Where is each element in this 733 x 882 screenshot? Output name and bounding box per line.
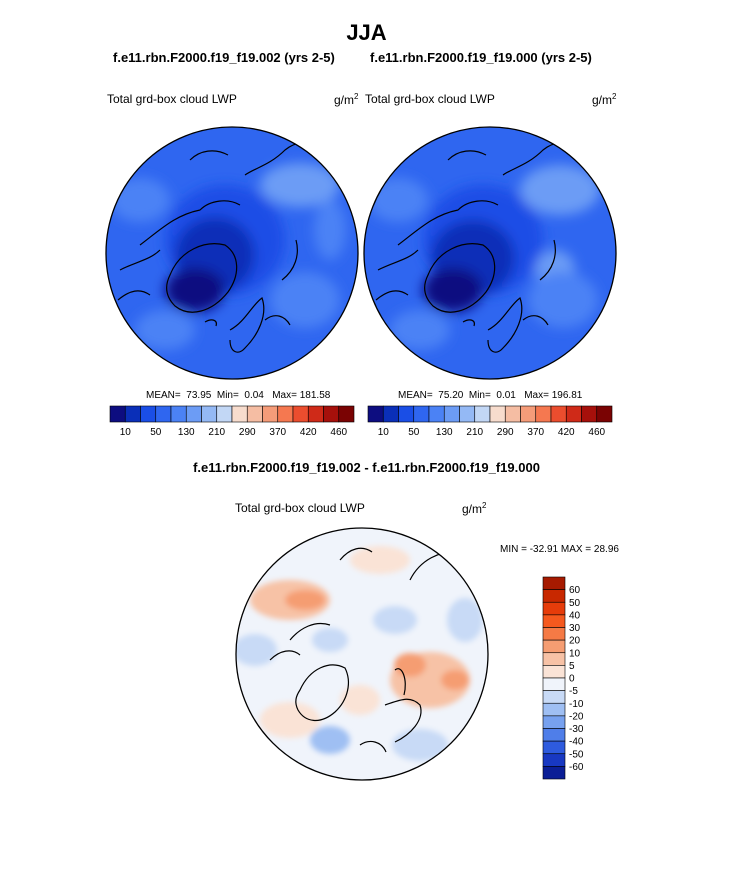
colorbar-swatch — [542, 601, 566, 616]
colorbar-swatch — [382, 405, 399, 423]
panel3-units: g/m2 — [462, 501, 487, 516]
colorbar-level-label: -30 — [569, 724, 584, 735]
colorbar-level-label: 20 — [569, 636, 581, 647]
colorbar-swatch — [216, 405, 233, 423]
panel2-units: g/m2 — [592, 92, 617, 107]
colorbar-tick-label: 50 — [408, 427, 420, 438]
colorbar-tick-label: 10 — [120, 427, 132, 438]
colorbar-swatch — [565, 405, 582, 423]
colorbar-swatch — [170, 405, 187, 423]
colorbar-level-label: -40 — [569, 737, 584, 748]
colorbar-swatch — [292, 405, 309, 423]
right-case-title: f.e11.rbn.F2000.f19_f19.000 (yrs 2-5) — [370, 50, 592, 65]
colorbar-tick-label: 130 — [178, 427, 195, 438]
colorbar-level-label: 5 — [569, 661, 575, 672]
colorbar-swatch — [413, 405, 430, 423]
colorbar-swatch — [520, 405, 537, 423]
colorbar-tick-label: 370 — [527, 427, 544, 438]
colorbar-swatch — [307, 405, 324, 423]
panel1-variable: Total grd-box cloud LWP — [107, 92, 237, 106]
figure-title: JJA — [346, 20, 387, 45]
colorbar-level-label: 40 — [569, 610, 581, 621]
colorbar-level-label: 30 — [569, 623, 581, 634]
colorbar-level-label: -10 — [569, 699, 584, 710]
colorbar-level-label: 50 — [569, 598, 581, 609]
colorbar-level-label: -50 — [569, 749, 584, 760]
colorbar-level-label: 60 — [569, 585, 581, 596]
colorbar-tick-label: 420 — [300, 427, 317, 438]
colorbar-tick-label: 460 — [588, 427, 605, 438]
colorbar-swatch — [140, 405, 157, 423]
colorbar-swatch — [443, 405, 460, 423]
colorbar-swatch — [185, 405, 202, 423]
colorbar-tick-label: 460 — [330, 427, 347, 438]
colorbar-level-label: -20 — [569, 711, 584, 722]
colorbar-swatch — [542, 576, 566, 590]
panel1-units: g/m2 — [334, 92, 359, 107]
panel1-stats: MEAN= 73.95 Min= 0.04 Max= 181.58 — [146, 390, 331, 401]
panel3-map — [235, 527, 489, 781]
colorbar-swatch — [542, 665, 566, 679]
colorbar-swatch — [428, 405, 445, 423]
colorbar-swatch — [596, 405, 613, 423]
colorbar-level-label: 10 — [569, 648, 581, 659]
colorbar-swatch — [542, 614, 566, 628]
colorbar-swatch — [124, 405, 141, 423]
colorbar-swatch — [201, 405, 218, 423]
colorbar-level-label: -5 — [569, 686, 578, 697]
colorbar-swatch — [542, 740, 566, 755]
colorbar-swatch — [581, 405, 598, 423]
colorbar-swatch — [542, 589, 566, 603]
colorbar-swatch — [542, 766, 566, 780]
panel3-variable: Total grd-box cloud LWP — [235, 501, 365, 515]
colorbar-swatch — [231, 405, 248, 423]
colorbar-swatch — [542, 715, 566, 729]
left-case-title: f.e11.rbn.F2000.f19_f19.002 (yrs 2-5) — [113, 50, 335, 65]
colorbar-tick-label: 290 — [239, 427, 256, 438]
colorbar-swatch — [338, 405, 355, 423]
colorbar-tick-label: 210 — [208, 427, 225, 438]
colorbar-swatch — [542, 753, 566, 767]
colorbar-level-label: -60 — [569, 762, 584, 773]
colorbar-level-label: 0 — [569, 674, 575, 685]
colorbar-swatch — [262, 405, 279, 423]
panel3-minmax: MIN = -32.91 MAX = 28.96 — [500, 544, 619, 555]
colorbar-swatch — [542, 690, 566, 704]
panel1-map — [105, 126, 359, 380]
colorbar-tick-label: 210 — [466, 427, 483, 438]
colorbar-swatch — [277, 405, 294, 423]
panel1-colorbar: 10 50 130 210 290 370 420 460 — [109, 405, 355, 438]
colorbar-tick-label: 130 — [436, 427, 453, 438]
colorbar-tick-label: 50 — [150, 427, 162, 438]
colorbar-swatch — [459, 405, 476, 423]
colorbar-swatch — [542, 728, 566, 742]
colorbar-swatch — [246, 405, 263, 423]
colorbar-swatch — [323, 405, 340, 423]
panel2-stats: MEAN= 75.20 Min= 0.01 Max= 196.81 — [398, 390, 583, 401]
colorbar-swatch — [109, 405, 126, 423]
panel2-variable: Total grd-box cloud LWP — [365, 92, 495, 106]
panel2-map — [363, 126, 617, 380]
colorbar-swatch — [155, 405, 172, 423]
colorbar-swatch — [535, 405, 552, 423]
colorbar-swatch — [474, 405, 491, 423]
colorbar-tick-label: 290 — [497, 427, 514, 438]
colorbar-swatch — [489, 405, 506, 423]
colorbar-swatch — [367, 405, 384, 423]
colorbar-swatch — [542, 702, 566, 717]
colorbar-swatch — [550, 405, 567, 423]
diff-title: f.e11.rbn.F2000.f19_f19.002 - f.e11.rbn.… — [193, 460, 540, 475]
colorbar-swatch — [542, 627, 566, 641]
colorbar-swatch — [542, 652, 566, 666]
colorbar-swatch — [542, 639, 566, 654]
colorbar-tick-label: 370 — [269, 427, 286, 438]
colorbar-tick-label: 420 — [558, 427, 575, 438]
colorbar-swatch — [542, 677, 566, 691]
colorbar-swatch — [398, 405, 415, 423]
panel2-colorbar: 10 50 130 210 290 370 420 460 — [367, 405, 613, 438]
colorbar-swatch — [504, 405, 521, 423]
colorbar-tick-label: 10 — [378, 427, 390, 438]
